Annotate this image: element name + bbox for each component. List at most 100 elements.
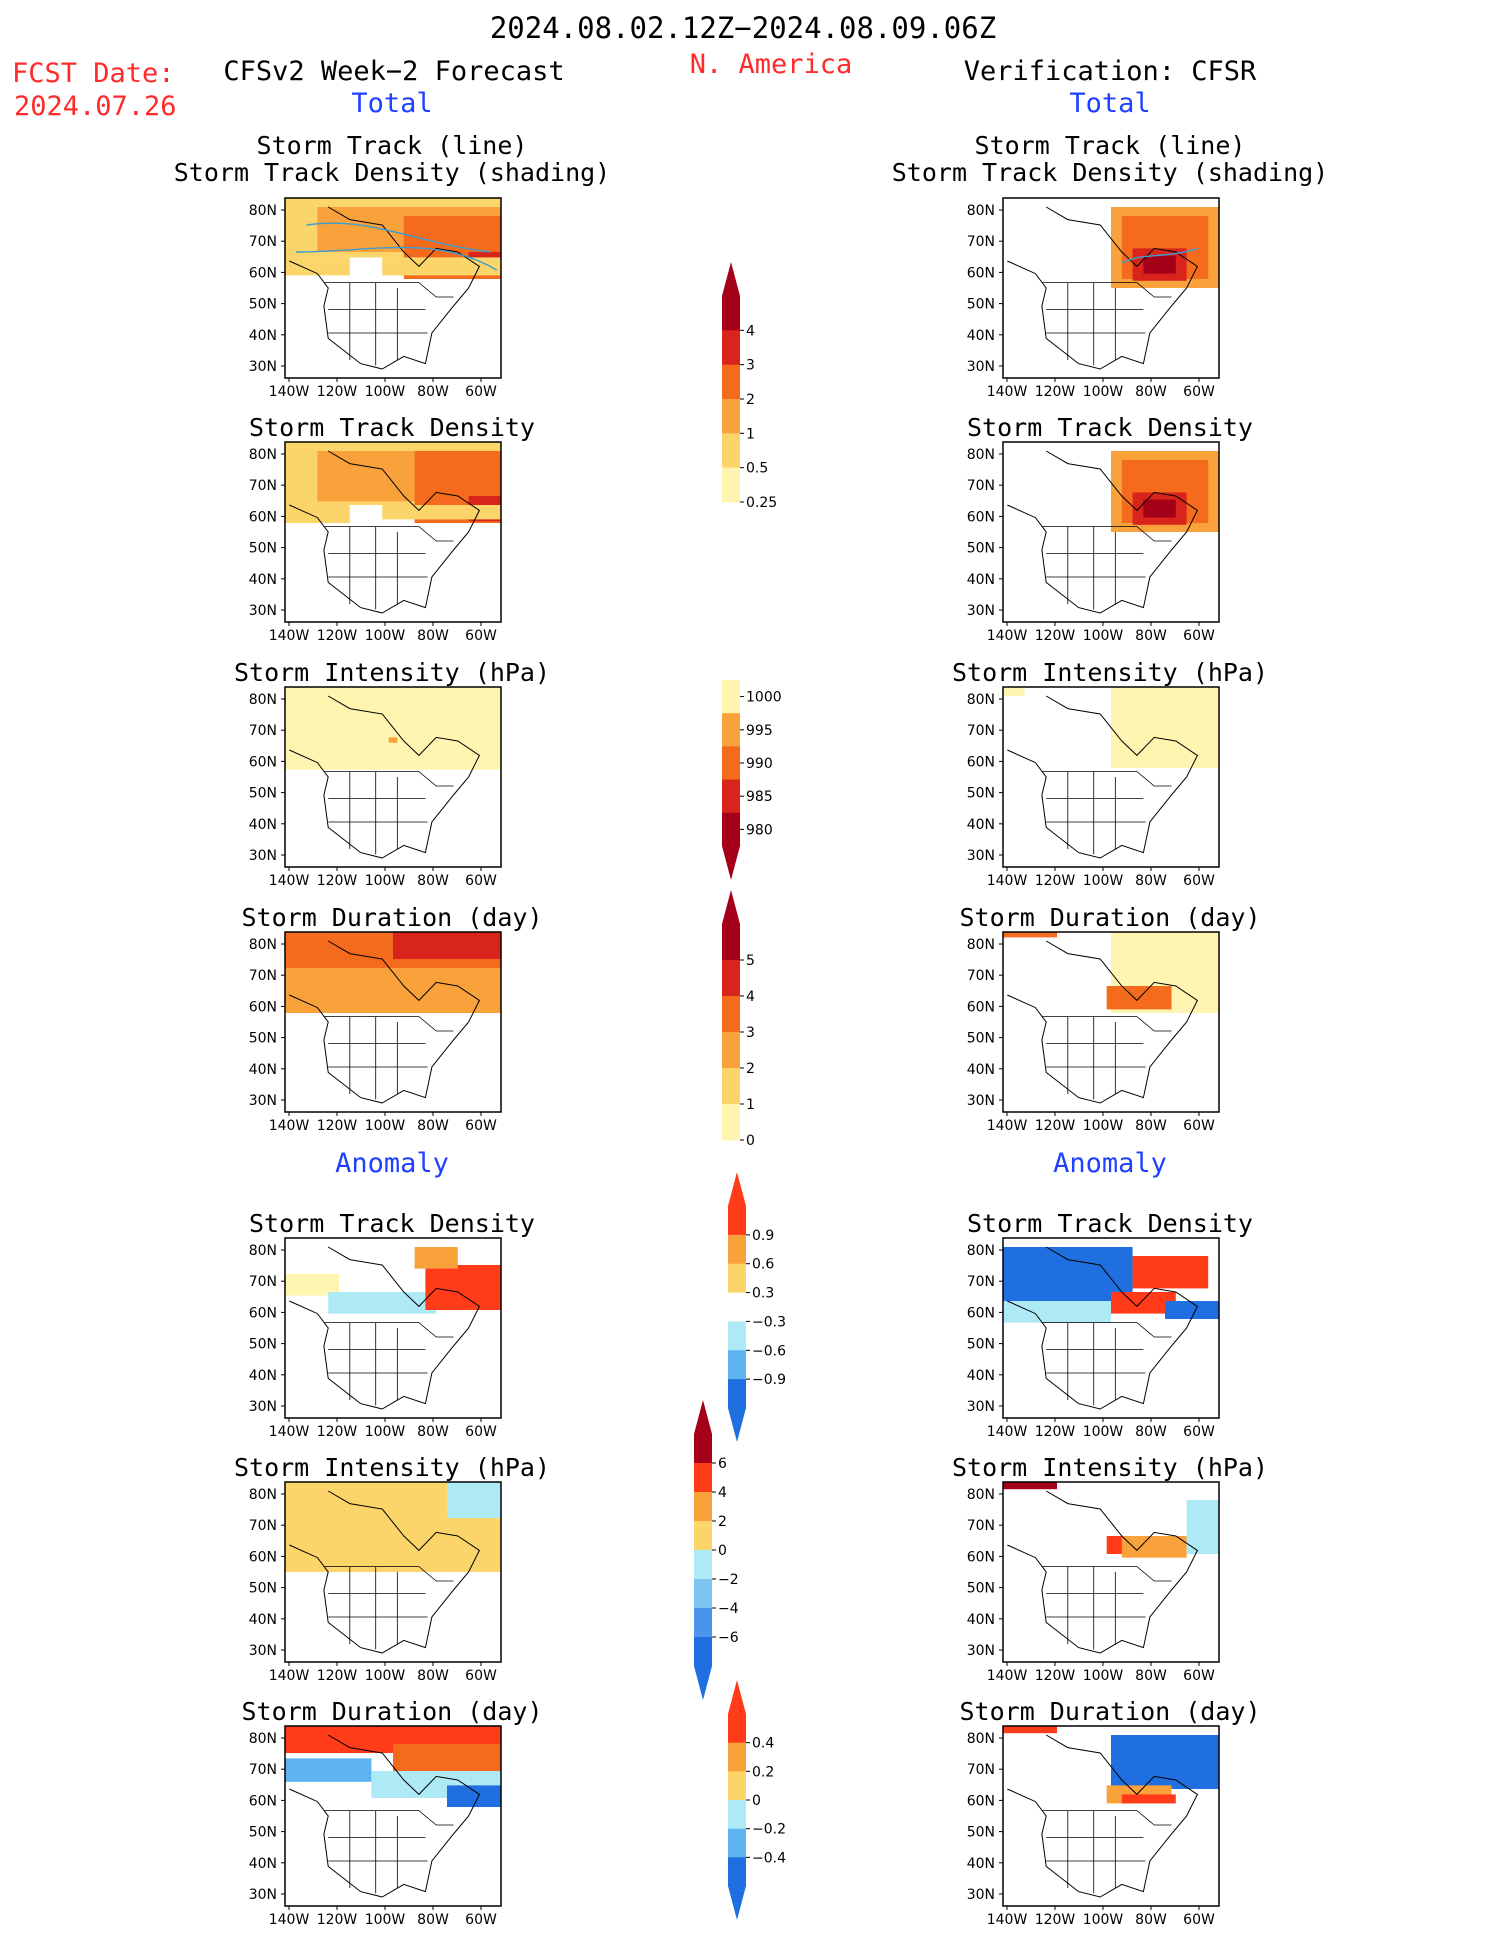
x-tick-label: 140W: [987, 1424, 1028, 1440]
map-panel-total-4-forecast: 140W 120W 100W 80W 60W 80N 70N 60N 50N 40N 30N: [249, 931, 502, 1134]
coastline: [1007, 695, 1199, 859]
colorbar-top-arrow: [722, 262, 740, 296]
map-panel-total-4-verification: 140W 120W 100W 80W 60W 80N 70N 60N 50N 40N 30N: [967, 931, 1220, 1134]
colorbar-swatch: [728, 1714, 746, 1744]
x-tick-label: 80W: [1135, 873, 1167, 889]
state-borders: [323, 771, 454, 855]
x-tick-label: 80W: [417, 1118, 449, 1134]
y-tick-label: 50N: [249, 1337, 277, 1353]
colorbar-label: 980: [746, 822, 773, 838]
panel-title-total-4-forecast: Storm Duration (day): [241, 903, 543, 932]
left-total-label: Total: [351, 88, 433, 119]
y-tick-label: 80N: [249, 1243, 277, 1259]
coastline: [1007, 1246, 1199, 1410]
colorbar-swatch: [722, 433, 740, 469]
x-tick-label: 100W: [1083, 1912, 1124, 1928]
y-tick-label: 70N: [249, 478, 277, 494]
colorbar-swatch: [722, 680, 740, 714]
shading-cell: [388, 737, 398, 743]
colorbar-2: 1000 995 990 985 980: [722, 680, 782, 880]
colorbar-swatch: [694, 1637, 712, 1667]
colorbar-top-arrow: [728, 1172, 746, 1206]
colorbar-swatch: [722, 713, 740, 747]
shading-cell: [285, 257, 350, 276]
colorbar-swatch: [722, 364, 740, 400]
colorbar-label: 1: [746, 426, 755, 442]
panel-title-total-3-verification: Storm Intensity (hPa): [951, 658, 1269, 687]
y-tick-label: 30N: [967, 1093, 995, 1109]
colorbar-label: −0.6: [752, 1343, 786, 1359]
right-column-title: Verification: CFSR: [963, 56, 1257, 87]
x-tick-label: 120W: [1035, 628, 1076, 644]
colorbar-swatch: [722, 779, 740, 814]
state-borders: [1041, 1016, 1172, 1100]
y-tick-label: 60N: [249, 265, 277, 281]
colorbar-swatch: [728, 1292, 746, 1322]
colorbar-3: 5 4 3 2 1 0: [722, 890, 755, 1149]
panel-title-total-3-forecast: Storm Intensity (hPa): [233, 658, 551, 687]
shading-cell: [382, 257, 501, 276]
y-tick-label: 50N: [249, 1825, 277, 1841]
x-tick-label: 120W: [317, 1912, 358, 1928]
x-tick-label: 120W: [1035, 384, 1076, 400]
x-tick-label: 100W: [365, 873, 406, 889]
y-tick-label: 30N: [249, 603, 277, 619]
x-tick-label: 80W: [1135, 384, 1167, 400]
y-tick-label: 60N: [249, 754, 277, 770]
shading-cell: [1003, 1482, 1057, 1490]
coastline: [289, 1734, 481, 1898]
colorbar-label: −0.9: [752, 1372, 786, 1388]
colorbar-label: 0: [752, 1793, 761, 1809]
y-tick-label: 50N: [249, 541, 277, 557]
panel-title-total-2-verification: Storm Track Density: [967, 413, 1253, 442]
y-tick-label: 80N: [249, 1487, 277, 1503]
y-tick-label: 70N: [967, 968, 995, 984]
map-panel-total-3-forecast: 140W 120W 100W 80W 60W 80N 70N 60N 50N 40N 30N: [249, 686, 502, 889]
map-panel-total-2-verification: 140W 120W 100W 80W 60W 80N 70N 60N 50N 40N 30N: [967, 441, 1220, 644]
map-panel-anomaly-2-forecast: 140W 120W 100W 80W 60W 80N 70N 60N 50N 40N 30N: [249, 1481, 502, 1684]
colorbar-swatch: [722, 746, 740, 781]
x-tick-label: 100W: [365, 1668, 406, 1684]
x-tick-label: 120W: [317, 628, 358, 644]
x-tick-label: 80W: [1135, 1668, 1167, 1684]
colorbar-label: 6: [718, 1456, 727, 1472]
y-tick-label: 60N: [249, 1305, 277, 1321]
shading-cell: [1003, 1726, 1057, 1734]
y-tick-label: 30N: [249, 1887, 277, 1903]
y-tick-label: 50N: [249, 786, 277, 802]
y-tick-label: 50N: [967, 1825, 995, 1841]
colorbar-bottom-arrow: [728, 1886, 746, 1920]
shading-cell: [1165, 1301, 1219, 1319]
y-tick-label: 70N: [249, 1518, 277, 1534]
y-tick-label: 70N: [249, 1762, 277, 1778]
shading-cell: [1003, 1301, 1111, 1323]
x-tick-label: 140W: [269, 1912, 310, 1928]
x-tick-label: 80W: [417, 384, 449, 400]
y-tick-label: 60N: [967, 1793, 995, 1809]
state-borders: [1041, 1322, 1172, 1406]
coastline: [289, 450, 481, 614]
colorbar-label: 2: [746, 1061, 755, 1077]
x-tick-label: 100W: [1083, 1668, 1124, 1684]
panel-title-anomaly-3-verification: Storm Duration (day): [959, 1697, 1261, 1726]
colorbar-label: −2: [718, 1572, 739, 1588]
colorbar-label: 0.25: [746, 495, 777, 511]
y-tick-label: 30N: [967, 1887, 995, 1903]
colorbar-swatch: [694, 1434, 712, 1464]
x-tick-label: 100W: [1083, 873, 1124, 889]
y-tick-label: 50N: [249, 1031, 277, 1047]
shading-cell: [1003, 687, 1025, 696]
colorbar-label: −0.4: [752, 1850, 786, 1866]
colorbar-swatch: [728, 1206, 746, 1236]
state-borders: [1041, 526, 1172, 610]
y-tick-label: 80N: [249, 692, 277, 708]
panel-title-anomaly-3-forecast: Storm Duration (day): [241, 1697, 543, 1726]
y-tick-label: 80N: [249, 447, 277, 463]
colorbar-swatch: [728, 1234, 746, 1265]
shading-cell: [414, 1247, 458, 1269]
colorbar-label: 2: [718, 1514, 727, 1530]
right-total-label: Total: [1069, 88, 1151, 119]
map-panel-anomaly-3-forecast: 140W 120W 100W 80W 60W 80N 70N 60N 50N 40N 30N: [249, 1725, 502, 1928]
panel-title-total-2-forecast: Storm Track Density: [249, 413, 535, 442]
colorbar-label: 3: [746, 358, 755, 374]
